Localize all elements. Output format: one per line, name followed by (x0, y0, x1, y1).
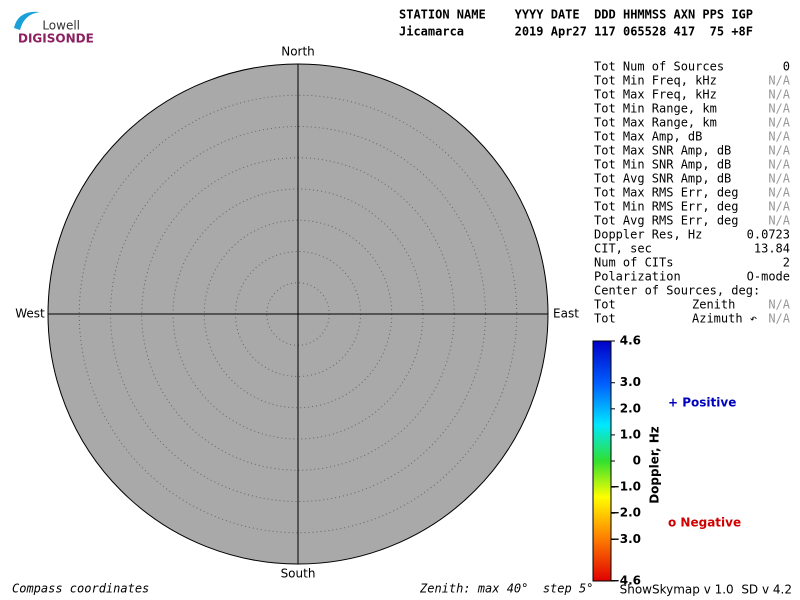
stat-value: 13.84 (754, 242, 790, 256)
stat-value: N/A (768, 172, 790, 186)
logo-swoosh (14, 11, 40, 30)
stat-label: CIT, sec (594, 242, 652, 256)
colorbar-tick-label: −1.0 (610, 480, 641, 494)
footer-left: Compass coordinates (12, 582, 149, 596)
colorbar-tick-label: −3.0 (610, 532, 641, 546)
stat-value: N/A (768, 298, 790, 312)
stat-label: Tot Num of Sources (594, 60, 724, 74)
stat-value: N/A (768, 144, 790, 158)
stat-value: N/A (768, 200, 790, 214)
north-label: North (281, 45, 315, 59)
logo-top: Lowell (42, 19, 80, 33)
south-label: South (281, 567, 316, 581)
stat-label: Tot Max Amp, dB (594, 130, 702, 144)
stat-label: Tot Max SNR Amp, dB (594, 144, 731, 158)
footer-middle: Zenith: max 40° step 5° (419, 582, 593, 596)
stat-label: Doppler Res, Hz (594, 228, 702, 242)
colorbar-tick-label: −4.6 (610, 574, 641, 588)
stat-value: N/A (768, 102, 790, 116)
colorbar-title: Doppler, Hz (648, 426, 662, 504)
header-values: Jicamarca 2019 Apr27 117 065528 417 75 +… (399, 25, 753, 39)
footer-right: ShowSkymap v 1.0 SD v 4.2 (620, 583, 792, 597)
stat-label: Tot Max RMS Err, deg (594, 186, 739, 200)
stat-label: Tot Min Range, km (594, 102, 717, 116)
colorbar (592, 340, 612, 582)
stat-value: N/A (768, 312, 790, 326)
stat-label: Tot Min RMS Err, deg (594, 200, 739, 214)
stat-label: Tot Avg RMS Err, deg (594, 214, 739, 228)
stat-value: N/A (768, 88, 790, 102)
stat-sub: Azimuth ↶ (692, 312, 757, 326)
stat-value: N/A (768, 74, 790, 88)
stat-value: O-mode (747, 270, 790, 284)
stat-value: N/A (768, 130, 790, 144)
legend-positive: + Positive (668, 396, 736, 410)
stat-sub: Zenith (692, 298, 735, 312)
stat-label: Center of Sources, deg: (594, 284, 760, 298)
stat-label: Tot Min SNR Amp, dB (594, 158, 731, 172)
stat-label: Tot Min Freq, kHz (594, 74, 717, 88)
stat-label: Tot Max Range, km (594, 116, 717, 130)
east-label: East (553, 307, 579, 321)
stat-value: N/A (768, 214, 790, 228)
colorbar-tick-label: 1.0 (620, 427, 641, 441)
colorbar-tick-label: 2.0 (620, 401, 641, 415)
legend-negative: o Negative (668, 516, 741, 530)
colorbar-tick-label: 0 (633, 454, 641, 468)
colorbar-tick-label: 3.0 (620, 375, 641, 389)
stat-value: N/A (768, 186, 790, 200)
stat-label: Num of CITs (594, 256, 673, 270)
west-label: West (15, 307, 45, 321)
logo-bottom: DIGISONDE (18, 32, 94, 46)
stat-label: Tot Avg SNR Amp, dB (594, 172, 731, 186)
colorbar-tick-label: 4.6 (620, 334, 641, 348)
colorbar-tick-label: −2.0 (610, 506, 641, 520)
stat-value: 2 (783, 256, 790, 270)
stat-value: 0 (783, 60, 790, 74)
stat-value: 0.0723 (747, 228, 790, 242)
stat-value: N/A (768, 158, 790, 172)
stat-value: N/A (768, 116, 790, 130)
header-columns: STATION NAME YYYY DATE DDD HHMMSS AXN PP… (399, 8, 753, 22)
stat-label: Tot Max Freq, kHz (594, 88, 717, 102)
stat-label: Polarization (594, 270, 681, 284)
stat-label: Tot (594, 312, 616, 326)
stat-label: Tot (594, 298, 616, 312)
